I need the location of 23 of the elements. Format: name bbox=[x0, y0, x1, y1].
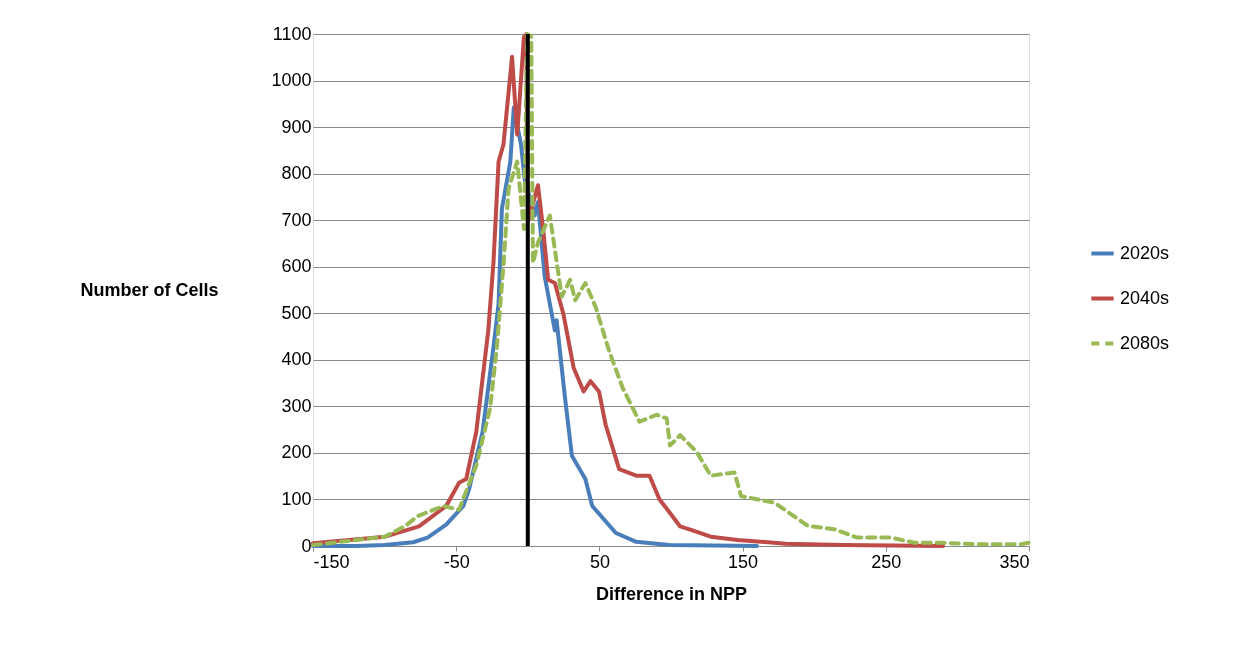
x-tick-label: 150 bbox=[728, 551, 759, 572]
y-tick-label: 0 bbox=[301, 535, 312, 556]
legend-label: 2040s bbox=[1120, 287, 1170, 308]
y-tick-label: 900 bbox=[281, 116, 312, 137]
x-tick-label: -150 bbox=[313, 551, 350, 572]
y-tick-label: 500 bbox=[281, 302, 312, 323]
y-tick-label: 100 bbox=[281, 488, 312, 509]
y-tick-label: 1100 bbox=[272, 23, 312, 44]
x-tick-label: 250 bbox=[871, 551, 902, 572]
legend-label: 2080s bbox=[1120, 332, 1170, 353]
y-tick-label: 1000 bbox=[271, 70, 312, 91]
y-axis-title: Number of Cells bbox=[80, 279, 219, 300]
y-tick-label: 800 bbox=[281, 163, 312, 184]
x-axis-title: Difference in NPP bbox=[595, 583, 748, 604]
x-tick-label: 50 bbox=[589, 551, 610, 572]
y-tick-label: 700 bbox=[281, 209, 312, 230]
y-tick-label: 400 bbox=[281, 349, 312, 370]
x-tick-label: 350 bbox=[999, 551, 1030, 572]
legend-label: 2020s bbox=[1120, 242, 1170, 263]
x-tick-label: -50 bbox=[443, 551, 470, 572]
y-tick-label: 200 bbox=[281, 442, 312, 463]
y-tick-label: 300 bbox=[281, 395, 312, 416]
y-tick-label: 600 bbox=[281, 256, 312, 277]
